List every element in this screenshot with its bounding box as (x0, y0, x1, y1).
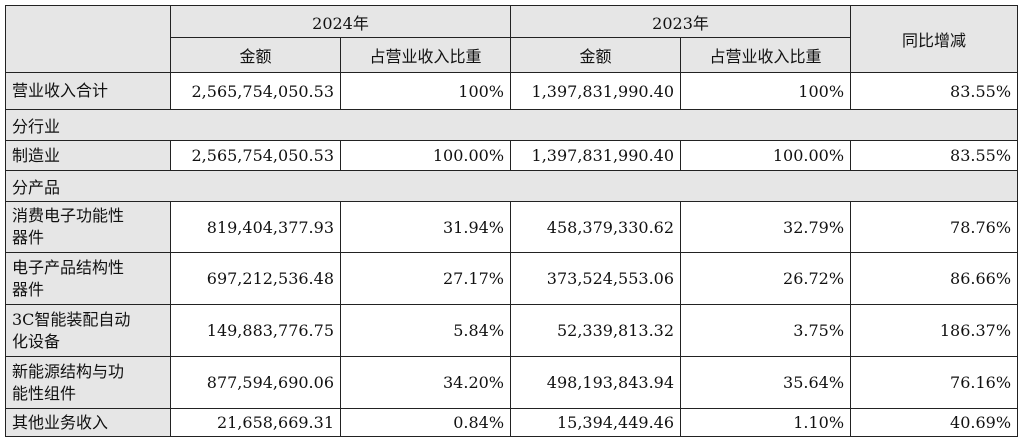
amount-2023-cell: 458,379,330.62 (510, 201, 682, 253)
yoy-cell: 78.76% (850, 201, 1019, 253)
revenue-table: 2024年 2023年 同比增减 金额 占营业收入比重 金额 占营业收入比重 营… (4, 5, 1019, 437)
amount-2024-cell: 877,594,690.06 (170, 356, 341, 409)
amount-2024-cell: 149,883,776.75 (170, 304, 341, 357)
ratio-2023-cell: 26.72% (680, 252, 852, 305)
amount-2023-cell: 498,193,843.94 (510, 356, 682, 409)
table-row: 营业收入合计 2,565,754,050.53 100% 1,397,831,9… (5, 72, 1019, 110)
amount-2023-cell: 52,339,813.32 (510, 304, 682, 357)
row-label: 营业收入合计 (5, 72, 171, 110)
yoy-header: 同比增减 (850, 5, 1019, 73)
ratio-2023-cell: 1.10% (680, 408, 852, 437)
ratio-2024-cell: 31.94% (339, 201, 512, 253)
ratio-2024-cell: 100.00% (339, 140, 512, 171)
year-2024-header: 2024年 (169, 5, 512, 38)
row-label-line: 器件 (12, 228, 45, 247)
row-label: 新能源结构与功 能性组件 (5, 356, 171, 409)
row-label-line: 器件 (12, 279, 45, 299)
corner-cell (5, 5, 171, 73)
ratio-2024-cell: 27.17% (339, 252, 512, 305)
ratio-2023-header: 占营业收入比重 (680, 37, 852, 73)
amount-2023-cell: 1,397,831,990.40 (510, 140, 682, 171)
table-row: 其他业务收入 21,658,669.31 0.84% 15,394,449.46… (5, 408, 1019, 437)
row-label-line: 新能源结构与功 (12, 361, 125, 381)
row-label: 制造业 (5, 140, 171, 171)
amount-2024-cell: 697,212,536.48 (170, 252, 341, 305)
amount-2024-cell: 819,404,377.93 (170, 201, 341, 253)
amount-2023-cell: 1,397,831,990.40 (510, 72, 682, 110)
row-label-line: 消费电子功能性 (12, 206, 125, 225)
amount-2024-cell: 2,565,754,050.53 (170, 72, 341, 110)
table-row: 新能源结构与功 能性组件 877,594,690.06 34.20% 498,19… (5, 356, 1019, 409)
ratio-2023-cell: 100% (680, 72, 852, 110)
amount-2024-cell: 21,658,669.31 (170, 408, 341, 437)
row-label: 消费电子功能性 器件 (5, 201, 171, 253)
section-industry: 分行业 (4, 109, 1019, 141)
row-label-line: 能性组件 (12, 383, 77, 403)
row-label-line: 化设备 (12, 331, 61, 351)
table-row: 消费电子功能性 器件 819,404,377.93 31.94% 458,379,… (5, 201, 1019, 253)
yoy-cell: 40.69% (850, 408, 1019, 437)
row-label-line: 3C智能装配自动 (12, 309, 131, 329)
amount-2023-header: 金额 (510, 37, 682, 73)
row-label-line: 电子产品结构性 (12, 257, 125, 277)
row-label: 电子产品结构性 器件 (5, 252, 171, 305)
ratio-2023-cell: 3.75% (680, 304, 852, 357)
ratio-2023-cell: 100.00% (680, 140, 852, 171)
row-label: 其他业务收入 (5, 408, 171, 437)
row-label: 3C智能装配自动 化设备 (5, 304, 171, 357)
ratio-2024-cell: 34.20% (339, 356, 512, 409)
ratio-2023-cell: 32.79% (680, 201, 852, 253)
yoy-cell: 86.66% (850, 252, 1019, 305)
yoy-cell: 83.55% (850, 140, 1019, 171)
ratio-2023-cell: 35.64% (680, 356, 852, 409)
section-row: 分行业 (4, 109, 1019, 141)
ratio-2024-cell: 0.84% (339, 408, 512, 437)
amount-2024-header: 金额 (170, 37, 341, 73)
yoy-cell: 76.16% (850, 356, 1019, 409)
amount-2023-cell: 15,394,449.46 (510, 408, 682, 437)
table-row: 3C智能装配自动 化设备 149,883,776.75 5.84% 52,339,… (5, 304, 1019, 357)
amount-2023-cell: 373,524,553.06 (510, 252, 682, 305)
ratio-2024-cell: 100% (339, 72, 512, 110)
table-row: 制造业 2,565,754,050.53 100.00% 1,397,831,9… (5, 140, 1019, 171)
section-product: 分产品 (4, 170, 1019, 202)
ratio-2024-header: 占营业收入比重 (339, 37, 512, 73)
yoy-cell: 186.37% (850, 304, 1019, 357)
amount-2024-cell: 2,565,754,050.53 (170, 140, 341, 171)
section-row: 分产品 (4, 170, 1019, 202)
yoy-cell: 83.55% (850, 72, 1019, 110)
ratio-2024-cell: 5.84% (339, 304, 512, 357)
table-row: 电子产品结构性 器件 697,212,536.48 27.17% 373,524,… (5, 252, 1019, 305)
year-2023-header: 2023年 (510, 5, 852, 38)
